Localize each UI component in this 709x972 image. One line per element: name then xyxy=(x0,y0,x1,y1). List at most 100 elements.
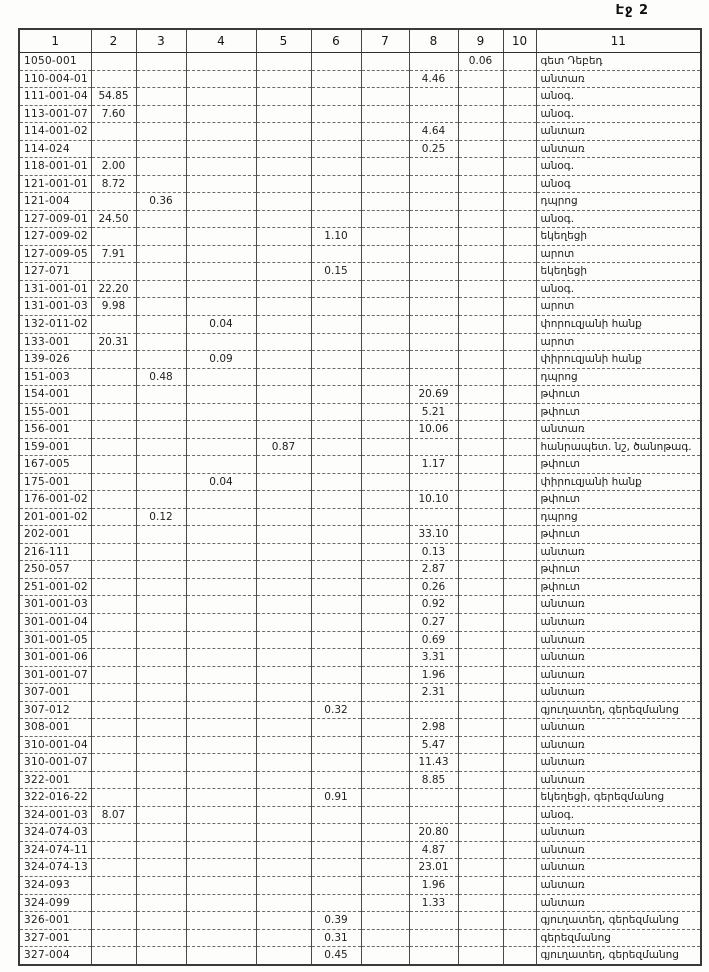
cell-value xyxy=(310,630,362,650)
table-row: 250-057 2.87 թփուտ xyxy=(18,560,702,579)
table-row: 322-016-22 0.91 եկեղեցի, գերեզմանոց xyxy=(18,788,702,807)
cell-parcel-code: 176-001-02 xyxy=(18,490,92,509)
cell-value xyxy=(135,244,187,264)
cell-value xyxy=(502,823,537,842)
cell-value xyxy=(185,665,257,685)
cell-value xyxy=(310,875,362,895)
cell-value: 5.21 xyxy=(408,402,459,422)
cell-value xyxy=(185,455,257,474)
cell-value xyxy=(502,490,537,509)
cell-value xyxy=(185,279,257,299)
cell-value xyxy=(185,139,257,159)
cell-value xyxy=(457,595,504,614)
cell-value xyxy=(310,350,362,369)
cell-value: 7.91 xyxy=(90,244,137,264)
cell-value xyxy=(90,788,137,807)
cell-value xyxy=(360,385,410,404)
cell-value xyxy=(502,157,537,176)
cell-value xyxy=(310,560,362,579)
cell-value xyxy=(408,367,459,387)
cell-value xyxy=(502,192,537,211)
table-row: 216-111 0.13 անտառ xyxy=(18,542,702,562)
cell-value xyxy=(135,52,187,71)
cell-value xyxy=(310,472,362,492)
cell-value xyxy=(502,788,537,807)
cell-value xyxy=(360,332,410,352)
cell-value xyxy=(457,402,504,422)
cell-landuse: արոտ xyxy=(535,297,702,316)
cell-parcel-code: 327-004 xyxy=(18,946,92,966)
cell-value: 20.69 xyxy=(408,385,459,404)
cell-landuse: անօգ. xyxy=(535,279,702,299)
cell-value: 2.00 xyxy=(90,157,137,176)
cell-parcel-code: 110-004-01 xyxy=(18,69,92,89)
cell-value xyxy=(502,174,537,194)
cell-value xyxy=(185,805,257,825)
cell-value xyxy=(457,542,504,562)
cell-value xyxy=(185,122,257,141)
cell-value xyxy=(90,700,137,720)
cell-value xyxy=(360,104,410,124)
cell-value xyxy=(135,630,187,650)
cell-value xyxy=(457,472,504,492)
cell-value xyxy=(502,560,537,579)
cell-parcel-code: 301-001-06 xyxy=(18,648,92,667)
cell-value xyxy=(185,946,257,966)
cell-value xyxy=(502,52,537,71)
cell-value xyxy=(185,262,257,281)
cell-value xyxy=(135,455,187,474)
cell-value xyxy=(185,875,257,895)
cell-value xyxy=(457,279,504,299)
cell-value xyxy=(457,227,504,246)
table-row: 131-001-01 22.20 անօգ. xyxy=(18,279,702,299)
cell-landuse: անտառ xyxy=(535,683,702,702)
cell-value xyxy=(502,279,537,299)
cell-value xyxy=(408,209,459,229)
cell-value xyxy=(135,472,187,492)
cell-value xyxy=(310,735,362,755)
cell-value xyxy=(408,472,459,492)
cell-value xyxy=(360,595,410,614)
cell-value xyxy=(457,420,504,439)
cell-value: 0.36 xyxy=(135,192,187,211)
cell-landuse: անտառ xyxy=(535,420,702,439)
cell-value xyxy=(360,665,410,685)
cell-value xyxy=(457,946,504,966)
cell-value xyxy=(255,52,312,71)
cell-value xyxy=(360,577,410,597)
cell-value xyxy=(255,613,312,632)
cell-value xyxy=(310,104,362,124)
cell-value xyxy=(185,69,257,89)
table-row: 151-003 0.48 դպրոց xyxy=(18,367,702,387)
cell-landuse: փիրուզյանի հանք xyxy=(535,350,702,369)
cell-value xyxy=(457,577,504,597)
cell-value xyxy=(90,542,137,562)
table-row: 322-001 8.85 անտառ xyxy=(18,770,702,790)
cell-value xyxy=(457,858,504,877)
cell-value xyxy=(135,823,187,842)
cell-value xyxy=(360,490,410,509)
cell-value xyxy=(502,577,537,597)
cell-value xyxy=(310,665,362,685)
cell-value xyxy=(135,875,187,895)
cell-value: 22.20 xyxy=(90,279,137,299)
cell-value xyxy=(360,122,410,141)
cell-landuse: անտառ xyxy=(535,753,702,772)
cell-value xyxy=(310,613,362,632)
cell-value xyxy=(457,788,504,807)
cell-value xyxy=(502,332,537,352)
table-row: 310-001-07 11.43 անտառ xyxy=(18,753,702,772)
cell-value xyxy=(457,104,504,124)
table-row: 327-004 0.45 գյուղատեղ, գերեզմանոց xyxy=(18,946,702,966)
cell-value xyxy=(502,367,537,387)
cell-value xyxy=(310,87,362,106)
cell-value: 0.69 xyxy=(408,630,459,650)
column-header-7: 7 xyxy=(360,28,410,53)
cell-value xyxy=(255,683,312,702)
cell-value xyxy=(457,192,504,211)
table-row: 139-026 0.09 փիրուզյանի հանք xyxy=(18,350,702,369)
cell-value xyxy=(457,244,504,264)
cell-value xyxy=(360,209,410,229)
cell-value xyxy=(310,69,362,89)
table-row: 301-001-03 0.92 անտառ xyxy=(18,595,702,614)
